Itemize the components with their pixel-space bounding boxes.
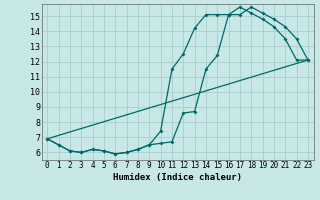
X-axis label: Humidex (Indice chaleur): Humidex (Indice chaleur)	[113, 173, 242, 182]
